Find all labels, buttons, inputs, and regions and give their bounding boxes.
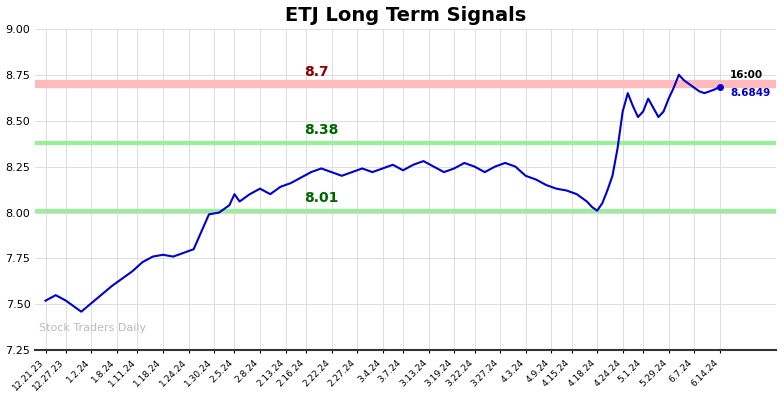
Text: 8.6849: 8.6849 (730, 88, 770, 98)
Text: 16:00: 16:00 (730, 70, 763, 80)
Title: ETJ Long Term Signals: ETJ Long Term Signals (285, 6, 526, 25)
Text: 8.01: 8.01 (303, 191, 338, 205)
Text: 8.38: 8.38 (303, 123, 338, 137)
Text: 8.7: 8.7 (303, 65, 328, 79)
Text: Stock Traders Daily: Stock Traders Daily (39, 323, 146, 333)
